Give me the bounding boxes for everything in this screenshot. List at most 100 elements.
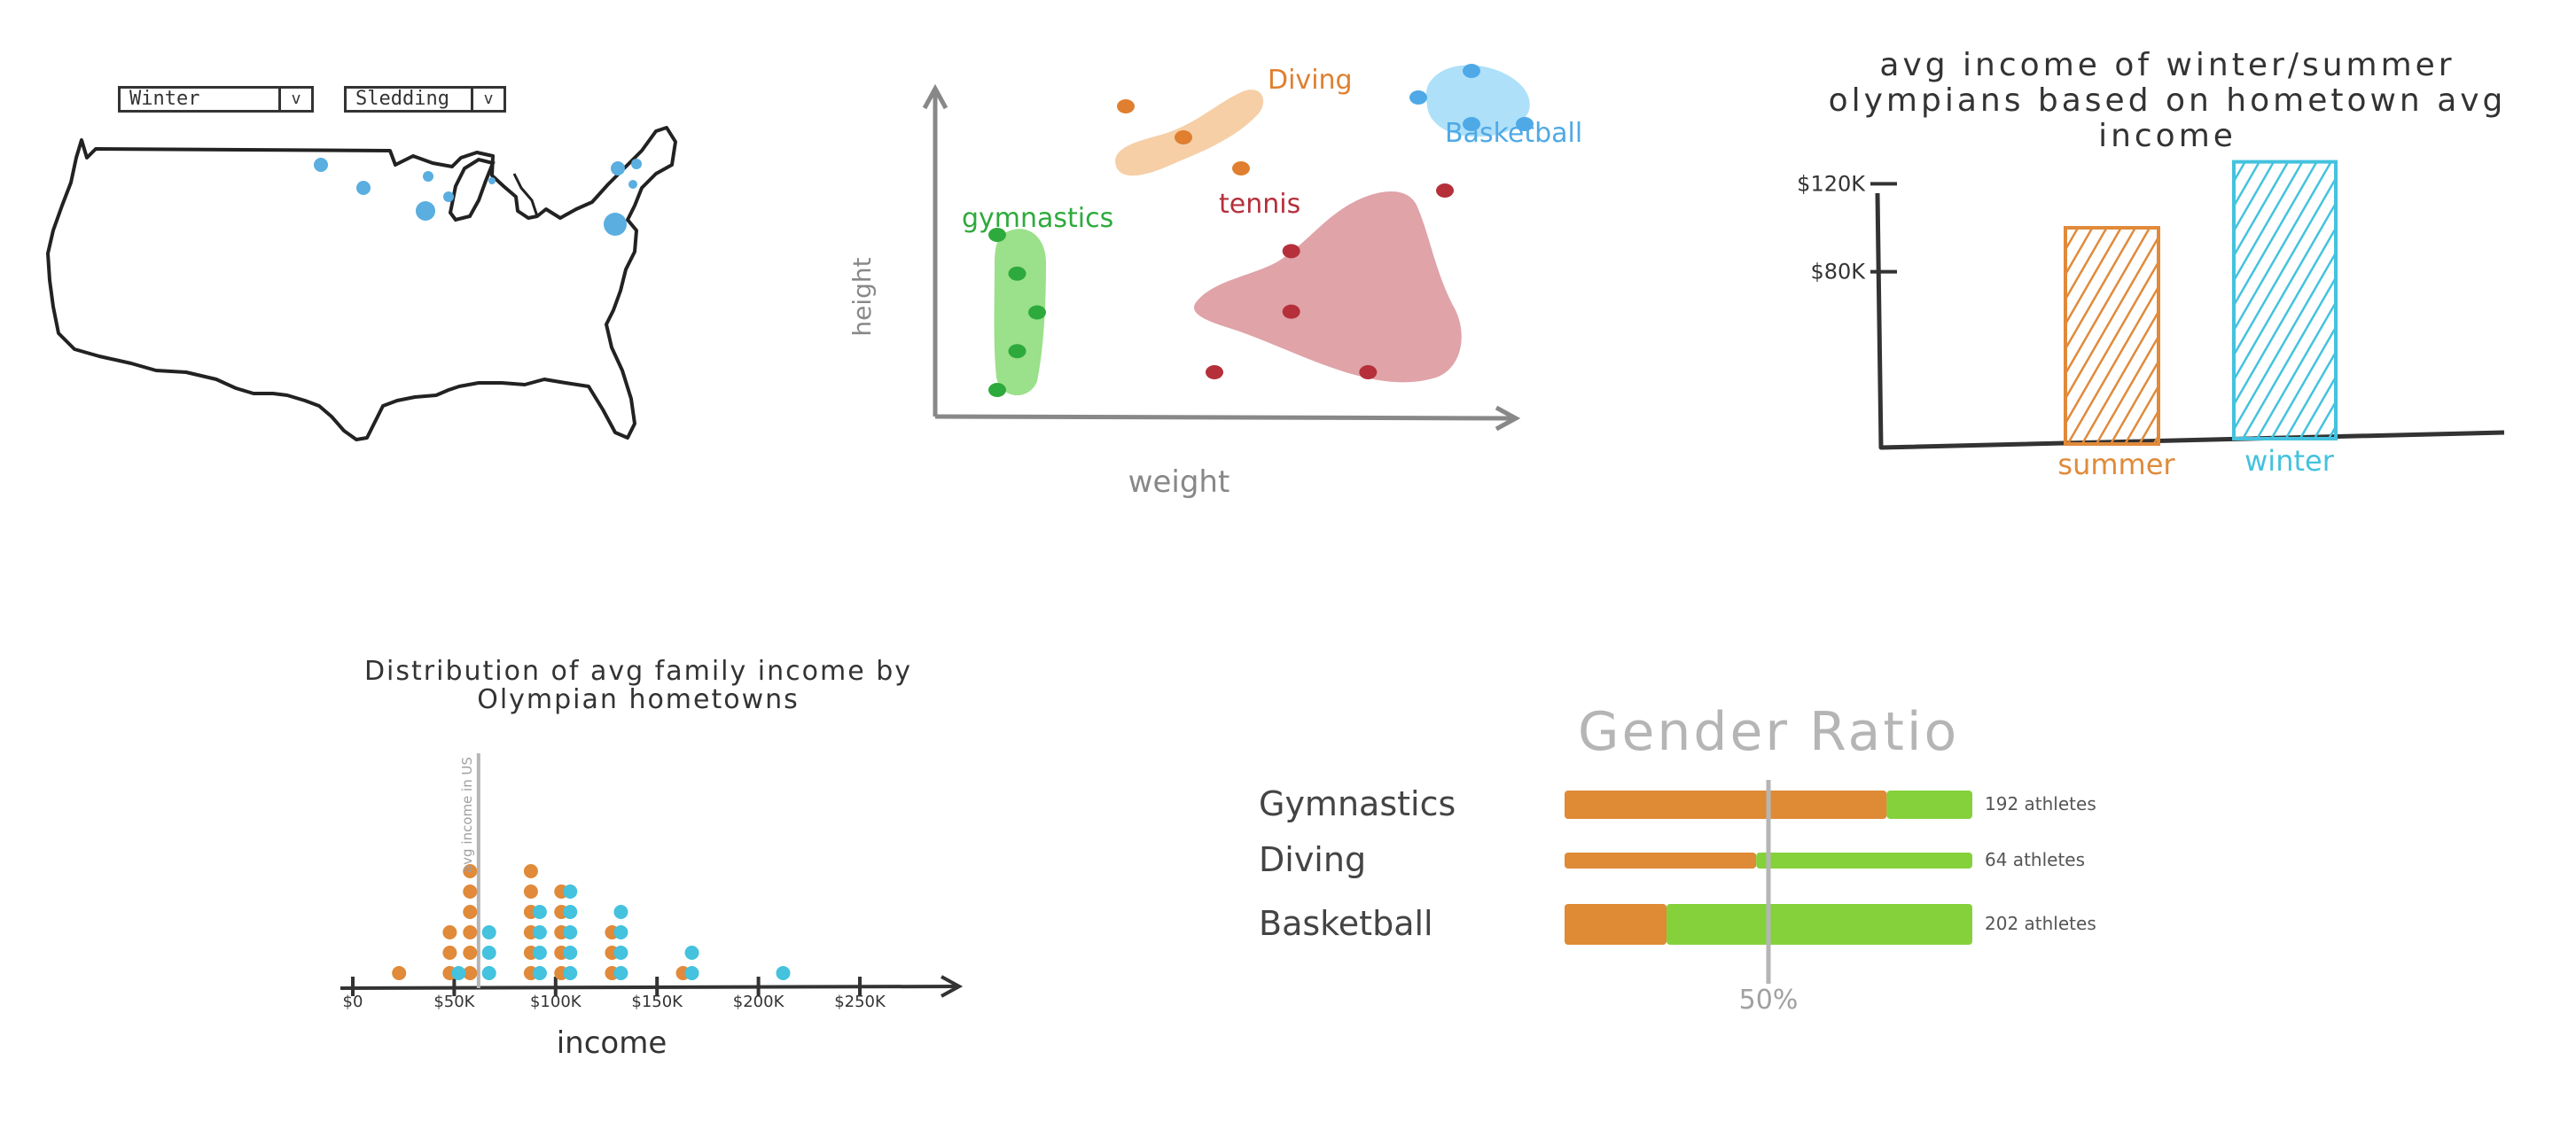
dist-point-summer bbox=[463, 925, 478, 939]
male-bar-basketball bbox=[1565, 904, 1667, 945]
dist-point-winter bbox=[563, 966, 578, 980]
dist-point-summer bbox=[463, 884, 478, 899]
dist-point-summer bbox=[463, 905, 478, 919]
scatter-point-tennis bbox=[1206, 365, 1223, 379]
dist-point-winter bbox=[613, 946, 628, 960]
row-label-diving: Diving bbox=[1259, 840, 1366, 879]
bar-winter bbox=[2232, 160, 2338, 440]
gender-labels: Gender Ratio Gymnastics 192 athletes Diving… bbox=[1259, 701, 2096, 1016]
dist-points bbox=[392, 864, 791, 980]
dist-point-summer bbox=[442, 925, 457, 939]
chevron-down-icon[interactable]: v bbox=[278, 89, 311, 110]
dist-point-winter bbox=[563, 946, 578, 960]
y-axis-arrow bbox=[922, 83, 948, 110]
scatter-labels: weight height Diving Basketball gymnastics te… bbox=[847, 65, 1582, 500]
season-income-panel: avg income of winter/summer olympians ba… bbox=[1764, 0, 2576, 549]
athlete-count-gymnastics: 192 athletes bbox=[1985, 793, 2096, 814]
map-dot bbox=[416, 201, 435, 221]
scatter-blobs bbox=[994, 65, 1530, 396]
map-dot bbox=[604, 213, 627, 236]
x-axis-label: income bbox=[557, 1025, 667, 1061]
gender-ratio-title: Gender Ratio bbox=[1578, 701, 1959, 763]
map-dot bbox=[628, 180, 637, 189]
scatter-point-tennis bbox=[1359, 365, 1378, 379]
dist-point-winter bbox=[563, 884, 578, 899]
season-bars bbox=[2064, 160, 2338, 446]
income-distribution-chart: $0 $50K $100K $150K $200K $250K avg income in … bbox=[340, 753, 964, 1061]
female-bar-basketball bbox=[1667, 904, 1972, 945]
x-tick-label: $0 bbox=[343, 993, 363, 1011]
map-dots bbox=[314, 158, 642, 236]
scatter-point-gymnastics bbox=[988, 383, 1006, 397]
map-dot bbox=[611, 161, 625, 175]
cluster-basketball-area bbox=[1425, 65, 1530, 137]
series-label-tennis: tennis bbox=[1219, 189, 1300, 220]
series-label-gymnastics: gymnastics bbox=[962, 203, 1113, 234]
x-axis-arrow bbox=[1495, 405, 1521, 432]
dist-point-winter bbox=[684, 966, 699, 980]
season-axes-lines bbox=[1875, 192, 2505, 450]
season-labels: $80K $120K summer winter bbox=[1797, 171, 2335, 481]
dist-point-winter bbox=[613, 905, 628, 919]
y-tick-label: $80K bbox=[1810, 260, 1866, 284]
season-select[interactable]: Winter v bbox=[118, 86, 314, 113]
dist-point-summer bbox=[523, 884, 538, 899]
chevron-down-icon[interactable]: v bbox=[471, 89, 503, 110]
y-axis-label: height bbox=[847, 257, 877, 336]
sport-select[interactable]: Sledding v bbox=[344, 86, 506, 113]
dist-point-winter bbox=[532, 946, 547, 960]
x-tick-label: $50K bbox=[433, 993, 475, 1011]
x-tick-label: $200K bbox=[733, 993, 785, 1011]
dist-point-winter bbox=[613, 925, 628, 939]
dist-point-summer bbox=[463, 864, 478, 878]
map-dot bbox=[443, 191, 454, 202]
dist-point-winter bbox=[776, 966, 791, 980]
scatter-point-basketball bbox=[1409, 90, 1427, 105]
category-label-winter: winter bbox=[2244, 444, 2335, 478]
dist-point-winter bbox=[451, 966, 466, 980]
season-income-title: avg income of winter/summer olympians ba… bbox=[1828, 47, 2507, 154]
dist-point-winter bbox=[613, 966, 628, 980]
male-bar-gymnastics bbox=[1565, 791, 1887, 819]
female-bar-gymnastics bbox=[1886, 791, 1972, 819]
x-tick-label: $100K bbox=[530, 993, 582, 1011]
bar-summer bbox=[2064, 226, 2160, 446]
great-lakes-outline bbox=[448, 157, 496, 222]
income-distribution-panel: Distribution of avg family income by Oly… bbox=[319, 620, 1028, 1099]
map-dot bbox=[314, 158, 328, 172]
us-map bbox=[46, 126, 677, 441]
male-bar-diving bbox=[1565, 853, 1757, 869]
x-axis bbox=[934, 414, 1517, 421]
scatter-point-gymnastics bbox=[988, 228, 1006, 242]
map-dot bbox=[356, 181, 371, 195]
map-dot bbox=[423, 171, 433, 182]
dist-point-winter bbox=[563, 905, 578, 919]
scatter-point-basketball bbox=[1463, 117, 1480, 131]
scatter-point-gymnastics bbox=[1008, 266, 1026, 281]
map-dot bbox=[631, 159, 642, 169]
athlete-count-diving: 64 athletes bbox=[1985, 849, 2085, 870]
season-select-value: Winter bbox=[129, 88, 200, 110]
season-income-chart: $80K $120K summer winter bbox=[1797, 160, 2505, 481]
scatter-points bbox=[988, 64, 1534, 397]
reference-label: avg income in US bbox=[459, 757, 475, 873]
dist-point-summer bbox=[463, 946, 478, 960]
scatter-point-tennis bbox=[1282, 304, 1300, 319]
dist-point-summer bbox=[463, 966, 478, 980]
female-bar-diving bbox=[1756, 853, 1972, 869]
gender-ratio-panel: Gender Ratio Gymnastics 192 athletes Diving… bbox=[1241, 691, 2216, 1046]
map-dot bbox=[488, 177, 496, 184]
sport-select-value: Sledding bbox=[355, 88, 449, 110]
dist-point-winter bbox=[481, 925, 496, 939]
dist-labels: $0 $50K $100K $150K $200K $250K avg income in … bbox=[343, 757, 886, 1061]
scatter-point-diving bbox=[1232, 161, 1250, 175]
dist-point-summer bbox=[392, 966, 407, 980]
cluster-tennis-area bbox=[1193, 191, 1462, 383]
lake-outline bbox=[512, 173, 539, 217]
dist-point-winter bbox=[532, 966, 547, 980]
scatter-point-basketball bbox=[1516, 117, 1534, 131]
x-axis bbox=[340, 985, 960, 990]
midline-label: 50% bbox=[1739, 985, 1799, 1016]
scatter-point-gymnastics bbox=[1028, 305, 1046, 320]
gender-ratio-chart: Gender Ratio Gymnastics 192 athletes Diving… bbox=[1259, 701, 2096, 1016]
